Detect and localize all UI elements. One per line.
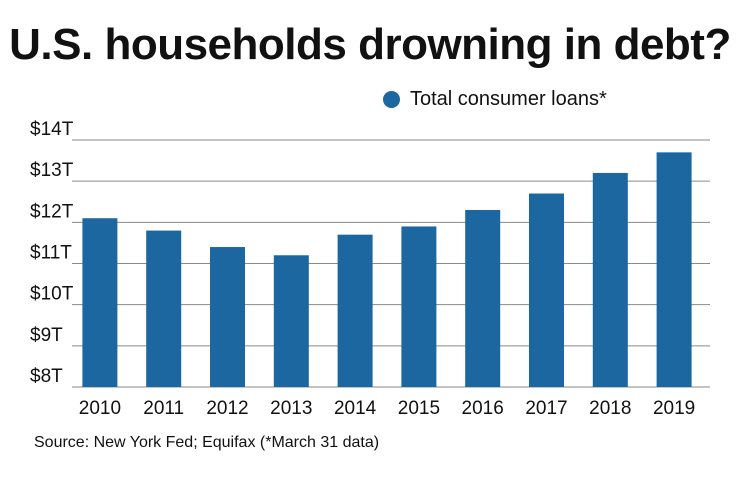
x-tick-label: 2016 xyxy=(462,398,504,419)
y-tick-label: $8T xyxy=(30,366,63,387)
legend-label: Total consumer loans* xyxy=(410,88,607,110)
chart-title: U.S. households drowning in debt? xyxy=(9,20,731,69)
legend: Total consumer loans* xyxy=(383,88,607,111)
y-tick-label: $12T xyxy=(30,201,74,222)
x-tick-label: 2019 xyxy=(653,398,695,419)
bar xyxy=(529,193,564,387)
y-tick-label: $13T xyxy=(30,160,74,181)
bar xyxy=(146,230,182,387)
x-tick-label: 2015 xyxy=(398,398,440,419)
bar xyxy=(82,218,118,387)
x-tick-label: 2012 xyxy=(206,398,248,419)
x-tick-label: 2013 xyxy=(270,398,312,419)
bar xyxy=(337,234,373,387)
bar xyxy=(210,247,245,387)
x-tick-label: 2014 xyxy=(334,398,377,419)
x-tick-label: 2011 xyxy=(143,398,184,419)
bar xyxy=(656,152,692,387)
legend-marker xyxy=(383,91,400,108)
x-tick-label: 2018 xyxy=(589,398,631,419)
y-tick-label: $9T xyxy=(30,325,63,346)
bar xyxy=(273,255,309,387)
y-tick-label: $10T xyxy=(30,284,74,305)
bar xyxy=(401,226,437,387)
x-tick-label: 2010 xyxy=(79,398,121,419)
bar xyxy=(465,209,501,387)
x-tick-label: 2017 xyxy=(525,398,567,419)
y-tick-label: $14T xyxy=(30,119,74,140)
y-tick-label: $11T xyxy=(30,243,72,264)
source-note: Source: New York Fed; Equifax (*March 31… xyxy=(34,434,380,451)
bar xyxy=(592,172,628,387)
